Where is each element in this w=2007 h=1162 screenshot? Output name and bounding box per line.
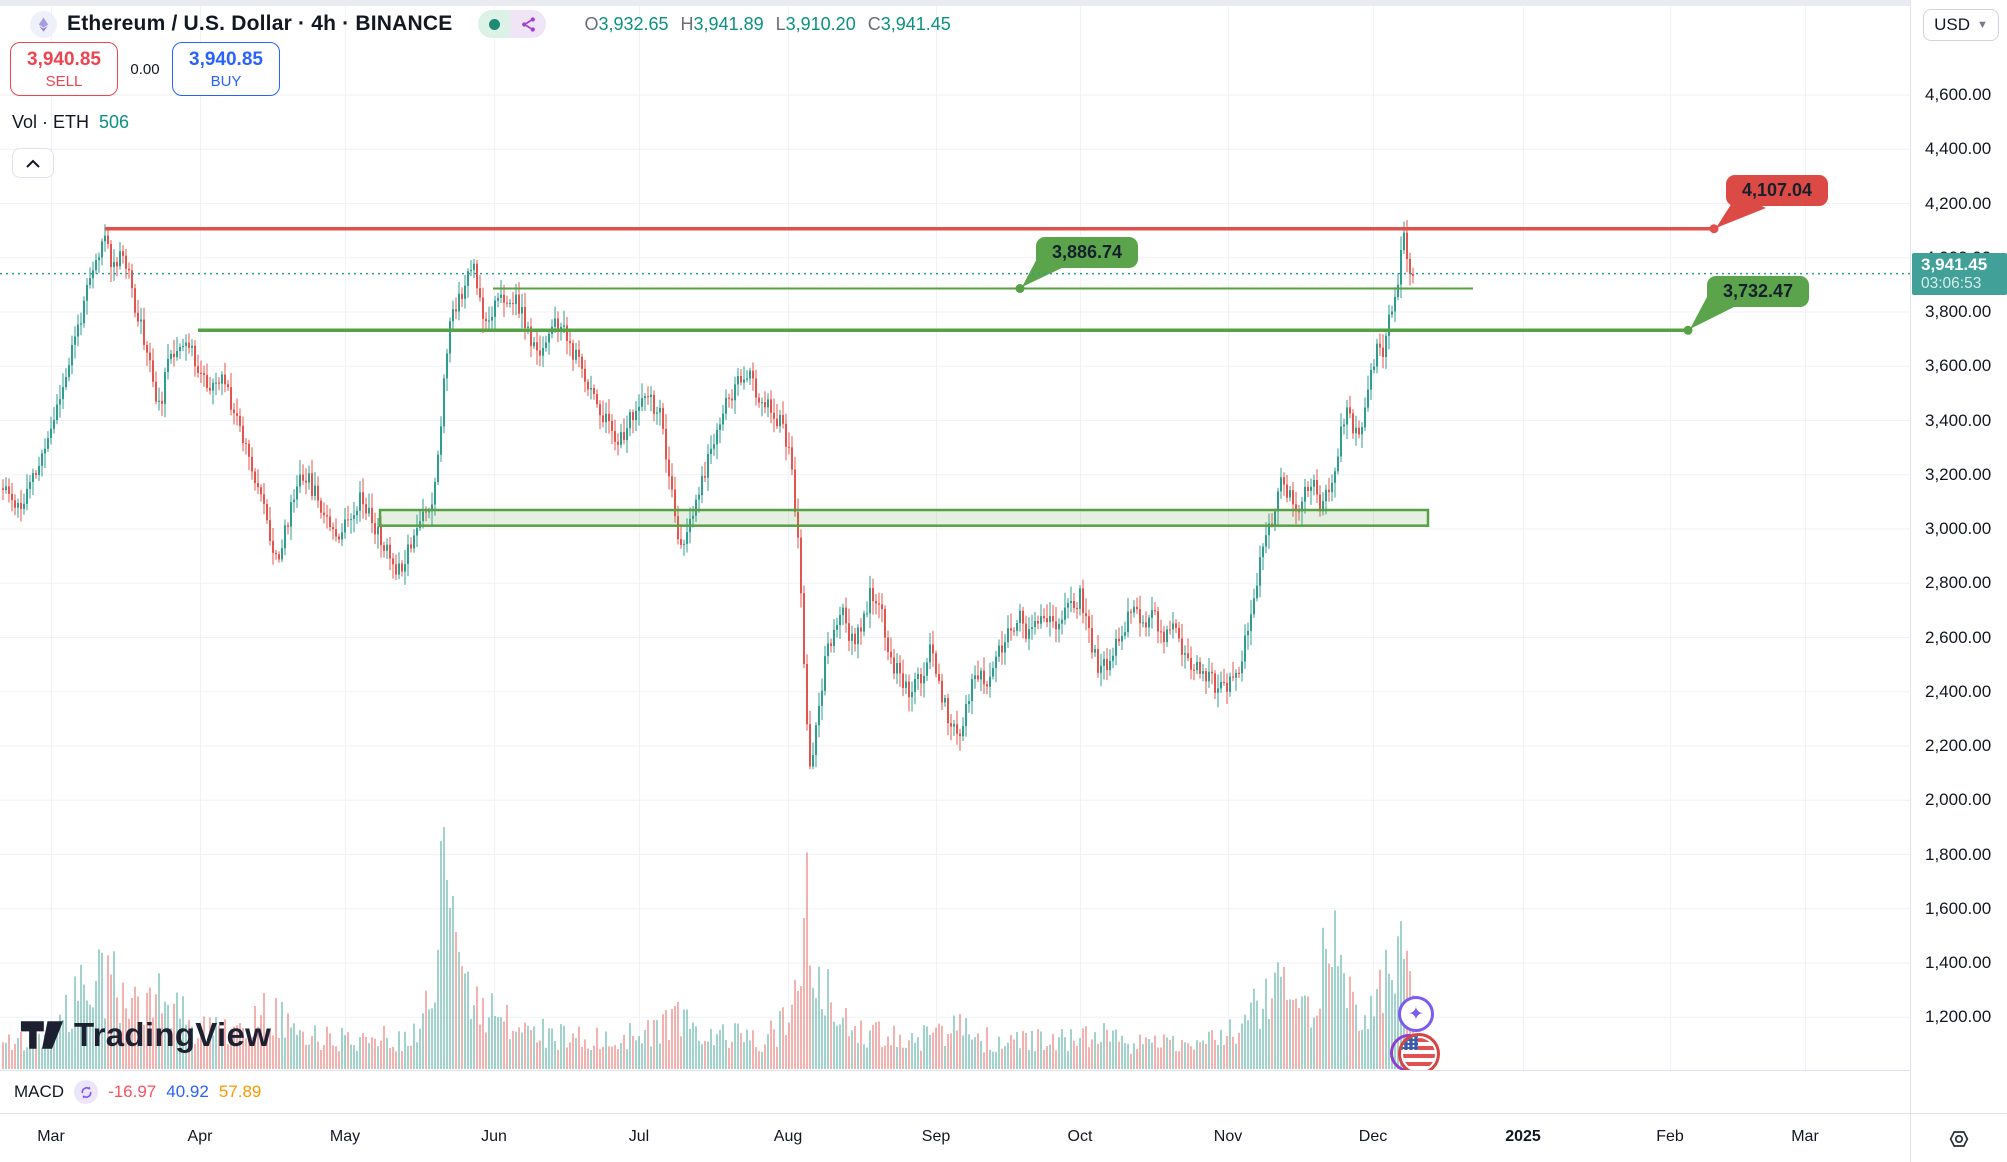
chevron-up-icon [26,159,40,168]
price-tick: 2,600.00 [1925,627,1992,647]
us-economic-event-icon[interactable] [1390,1033,1442,1077]
volume-label: Vol · ETH [12,112,90,132]
tradingview-watermark: TradingView [20,1016,271,1054]
price-tick: 1,800.00 [1925,844,1992,864]
price-tick: 2,000.00 [1925,790,1992,810]
sell-button[interactable]: 3,940.85 SELL [10,42,118,96]
price-tick: 4,400.00 [1925,139,1992,159]
time-tick: Apr [187,1128,213,1145]
price-tick: 2,800.00 [1925,573,1992,593]
price-tick: 2,200.00 [1925,736,1992,755]
volume-value: 506 [99,112,130,132]
ohlc-O: O3,932.65 [584,13,669,34]
market-status-icon[interactable] [478,10,511,38]
ohlc-C: C3,941.45 [867,13,951,34]
time-tick: May [329,1128,361,1145]
price-tick: 3,200.00 [1925,464,1992,484]
price-tick: 4,200.00 [1925,193,1992,213]
current-price: 3,941.45 [1921,255,1988,274]
spread-value: 0.00 [130,60,160,78]
current-price-badge: 3,941.45 03:06:53 [1912,253,2007,296]
macd-label: MACD [14,1082,65,1101]
us-flag-icon [1398,1033,1440,1075]
time-tick: Jul [628,1128,650,1145]
time-tick: Dec [1358,1128,1388,1145]
time-tick: Nov [1213,1128,1243,1145]
time-tick: Aug [773,1128,803,1145]
time-tick: Sep [921,1128,951,1145]
status-pill [478,10,547,38]
price-tick: 1,400.00 [1925,953,1992,972]
macd-refresh-icon[interactable] [74,1080,99,1104]
candlestick-chart-canvas[interactable] [0,0,1910,1162]
time-tick: Feb [1656,1128,1684,1145]
macd-value: 57.89 [218,1082,262,1101]
price-tick: 1,200.00 [1925,1007,1992,1027]
price-tick: 2,400.00 [1925,681,1992,701]
resistance-price-label[interactable]: 4,107.04 [1726,175,1829,206]
ai-sparkle-event-icon[interactable]: ✦ [1398,996,1434,1032]
price-tick: 3,800.00 [1925,302,1992,321]
price-tick: 1,600.00 [1925,898,1992,918]
time-tick: Mar [1791,1128,1819,1145]
ethereum-logo-icon [30,10,57,38]
macd-values: -16.97 40.92 57.89 [108,1082,261,1102]
price-tick: 3,600.00 [1925,356,1992,376]
mid-support-price-label[interactable]: 3,886.74 [1036,237,1139,268]
price-tick: 3,000.00 [1925,519,1992,538]
tradingview-logo-icon [20,1021,64,1049]
ohlc-H: H3,941.89 [680,13,764,34]
symbol-header: Ethereum / U.S. Dollar · 4h · BINANCE O3… [30,10,951,38]
macd-value: -16.97 [108,1082,157,1101]
chevron-down-icon: ▼ [1977,19,1988,31]
candle-countdown: 03:06:53 [1921,274,1982,292]
time-tick: Jun [481,1128,507,1145]
axis-settings-button[interactable] [1910,1114,2007,1162]
macd-value: 40.92 [166,1082,209,1101]
price-tick: 3,400.00 [1925,410,1992,430]
macd-pane: MACD -16.97 40.92 57.89 [0,1070,2007,1113]
share-icon[interactable] [510,10,547,38]
time-tick: Mar [37,1128,65,1145]
trade-buttons: 3,940.85 SELL 0.00 3,940.85 BUY [10,42,280,96]
price-tick: 4,600.00 [1925,85,1992,104]
buy-button[interactable]: 3,940.85 BUY [172,42,280,96]
collapse-panel-button[interactable] [12,148,54,178]
symbol-title[interactable]: Ethereum / U.S. Dollar · 4h · BINANCE [67,12,453,35]
top-toolbar-edge [0,0,2007,6]
time-tick: Oct [1067,1128,1093,1145]
ohlc-L: L3,910.20 [775,13,856,34]
gear-icon [1949,1130,1969,1147]
time-tick: 2025 [1505,1128,1541,1145]
volume-indicator-row: Vol · ETH 506 [12,112,129,133]
currency-selector[interactable]: USD ▼ [1923,9,1999,41]
support-price-label[interactable]: 3,732.47 [1707,276,1810,307]
ohlc-values: O3,932.65 H3,941.89 L3,910.20 C3,941.45 [584,14,950,35]
price-axis[interactable]: USD ▼ 4,600.004,400.004,200.004,000.003,… [1910,0,2007,1162]
time-axis[interactable]: Mar Apr May Jun Jul Aug Sep Oct Nov Dec 2025 Feb Mar [0,1113,2007,1162]
